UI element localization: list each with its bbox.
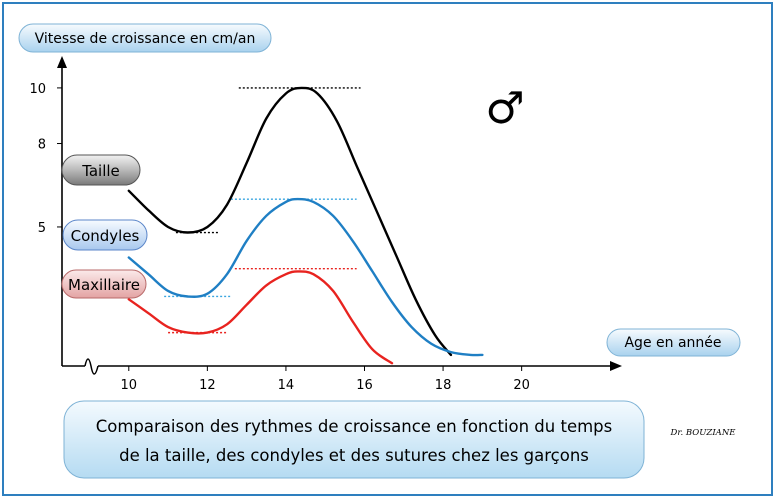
x-axis-arrow <box>610 361 622 371</box>
author-credit: Dr. BOUZIANE <box>670 428 737 438</box>
series <box>127 86 484 365</box>
series-line-condyles <box>127 197 484 357</box>
legend-item-maxillaire: Maxillaire <box>61 269 147 299</box>
axes <box>57 56 622 375</box>
legend-item-taille: Taille <box>61 154 141 186</box>
legend-label-condyles: Condyles <box>71 227 140 245</box>
x-tick-label: 12 <box>199 378 216 393</box>
x-axis-label-text: Age en année <box>624 335 721 351</box>
y-tick-label: 8 <box>38 138 46 153</box>
legend-label-maxillaire: Maxillaire <box>68 276 140 294</box>
caption-line-2: de la taille, des condyles et des suture… <box>119 446 589 465</box>
series-line-maxillaire <box>127 270 394 365</box>
y-axis-label-text: Vitesse de croissance en cm/an <box>35 31 256 47</box>
series-line-taille <box>127 86 453 357</box>
ticks: 10 12 14 16 18 20 5 8 10 <box>29 82 529 393</box>
legend-item-condyles: Condyles <box>62 219 148 251</box>
caption-box: Comparaison des rythmes de croissance en… <box>63 400 645 479</box>
legend: Taille Condyles Maxillaire <box>61 154 148 299</box>
y-axis-label: Vitesse de croissance en cm/an <box>18 23 272 53</box>
y-tick-label: 5 <box>38 221 46 236</box>
x-tick-label: 18 <box>435 378 452 393</box>
x-tick-label: 16 <box>356 378 373 393</box>
x-tick-label: 14 <box>278 378 295 393</box>
x-tick-label: 10 <box>121 378 138 393</box>
x-axis-label: Age en année <box>606 328 741 357</box>
male-symbol-icon: ♂ <box>485 83 524 134</box>
caption-line-1: Comparaison des rythmes de croissance en… <box>96 417 613 436</box>
y-tick-label: 10 <box>29 82 46 97</box>
axis-break <box>84 358 99 375</box>
legend-label-taille: Taille <box>81 162 120 180</box>
y-axis-arrow <box>57 56 67 68</box>
x-tick-label: 20 <box>513 378 530 393</box>
